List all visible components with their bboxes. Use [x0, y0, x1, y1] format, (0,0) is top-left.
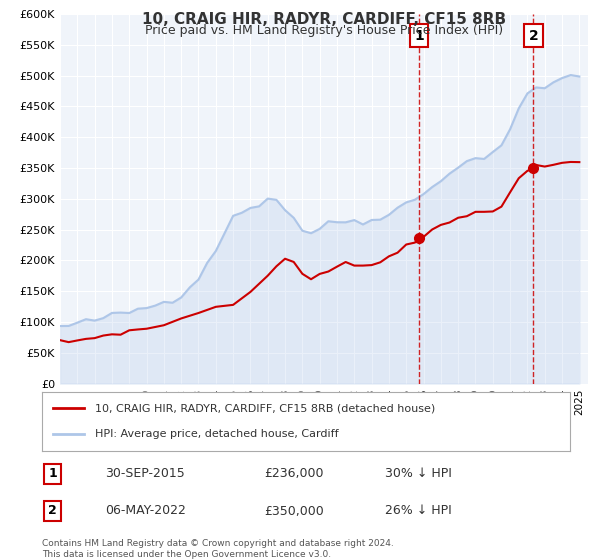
Text: 06-MAY-2022: 06-MAY-2022	[106, 505, 186, 517]
Text: 10, CRAIG HIR, RADYR, CARDIFF, CF15 8RB: 10, CRAIG HIR, RADYR, CARDIFF, CF15 8RB	[142, 12, 506, 27]
Text: 30-SEP-2015: 30-SEP-2015	[106, 467, 185, 480]
Text: 26% ↓ HPI: 26% ↓ HPI	[385, 505, 452, 517]
Text: Price paid vs. HM Land Registry's House Price Index (HPI): Price paid vs. HM Land Registry's House …	[145, 24, 503, 36]
Text: 1: 1	[415, 29, 424, 43]
Text: HPI: Average price, detached house, Cardiff: HPI: Average price, detached house, Card…	[95, 430, 338, 440]
Text: 2: 2	[529, 29, 538, 43]
Text: 1: 1	[48, 467, 57, 480]
Text: This data is licensed under the Open Government Licence v3.0.: This data is licensed under the Open Gov…	[42, 550, 331, 559]
Text: £236,000: £236,000	[264, 467, 323, 480]
Text: Contains HM Land Registry data © Crown copyright and database right 2024.: Contains HM Land Registry data © Crown c…	[42, 539, 394, 548]
Text: 30% ↓ HPI: 30% ↓ HPI	[385, 467, 452, 480]
Text: 10, CRAIG HIR, RADYR, CARDIFF, CF15 8RB (detached house): 10, CRAIG HIR, RADYR, CARDIFF, CF15 8RB …	[95, 403, 435, 413]
Text: 2: 2	[48, 505, 57, 517]
Text: £350,000: £350,000	[264, 505, 323, 517]
